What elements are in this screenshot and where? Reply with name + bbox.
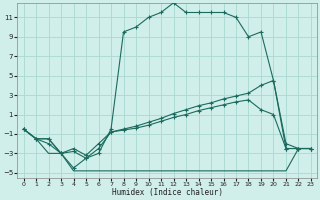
X-axis label: Humidex (Indice chaleur): Humidex (Indice chaleur) xyxy=(112,188,223,197)
